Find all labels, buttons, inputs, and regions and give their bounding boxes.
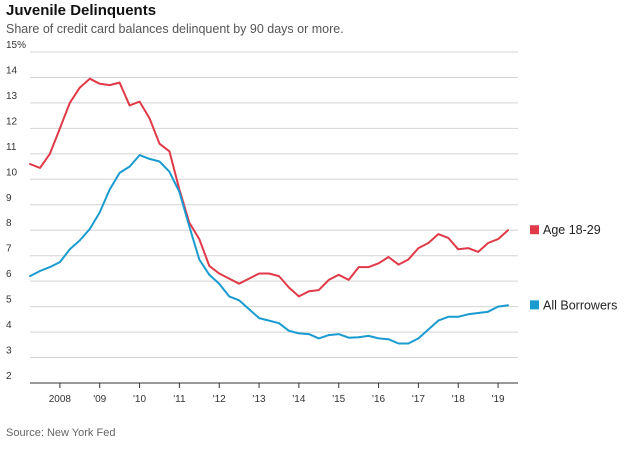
- series-line-age-18-29: [29, 77, 509, 298]
- series-line-all-borrowers: [29, 154, 509, 345]
- x-tick-label: '16: [372, 394, 385, 405]
- x-tick-label: '10: [133, 394, 146, 405]
- x-tick-label: '19: [492, 394, 505, 405]
- y-tick-label: 2: [6, 371, 12, 382]
- y-tick-label: 15%: [6, 40, 26, 51]
- x-tick-label: 2008: [49, 394, 72, 405]
- y-tick-label: 13: [6, 91, 18, 102]
- y-tick-label: 14: [6, 65, 18, 76]
- x-tick-label: '14: [292, 394, 305, 405]
- x-tick-label: '09: [93, 394, 106, 405]
- legend: Age 18-29 All Borrowers: [530, 223, 617, 312]
- x-tick-label: '18: [452, 394, 465, 405]
- x-tick-label: '13: [253, 394, 266, 405]
- y-tick-label: 11: [6, 142, 17, 153]
- x-tick-label: '17: [412, 394, 425, 405]
- gridlines: [30, 51, 518, 359]
- series-lines: [29, 77, 509, 345]
- chart-title: Juvenile Delinquents: [6, 2, 157, 19]
- chart-subtitle: Share of credit card balances delinquent…: [6, 22, 344, 36]
- x-tick-label: '15: [332, 394, 345, 405]
- y-tick-label: 6: [6, 269, 12, 280]
- y-tick-label: 7: [6, 244, 12, 255]
- y-tick-label: 3: [6, 346, 12, 357]
- y-tick-label: 10: [6, 167, 18, 178]
- y-axis-ticks: 15% 14 13 12 11 10 9 8 7 6 5 4 3 2: [6, 40, 26, 382]
- x-tick-label: '12: [213, 394, 226, 405]
- source-note: Source: New York Fed: [6, 427, 116, 439]
- y-tick-label: 4: [6, 320, 12, 331]
- y-tick-label: 12: [6, 116, 18, 127]
- y-tick-label: 9: [6, 193, 12, 204]
- legend-swatch: [530, 300, 539, 310]
- line-chart: 15% 14 13 12 11 10 9 8 7 6 5 4 3 2 2008 '09 '10 '11 '12 '1…: [6, 40, 617, 405]
- y-tick-label: 8: [6, 218, 12, 229]
- x-tick-label: '11: [173, 394, 186, 405]
- legend-swatch: [530, 225, 539, 235]
- y-tick-label: 5: [6, 295, 12, 306]
- x-axis: 2008 '09 '10 '11 '12 '13 '14 '15 '16 '17 '18 '19: [30, 382, 518, 405]
- legend-label: Age 18-29: [543, 223, 601, 237]
- legend-label: All Borrowers: [543, 298, 617, 312]
